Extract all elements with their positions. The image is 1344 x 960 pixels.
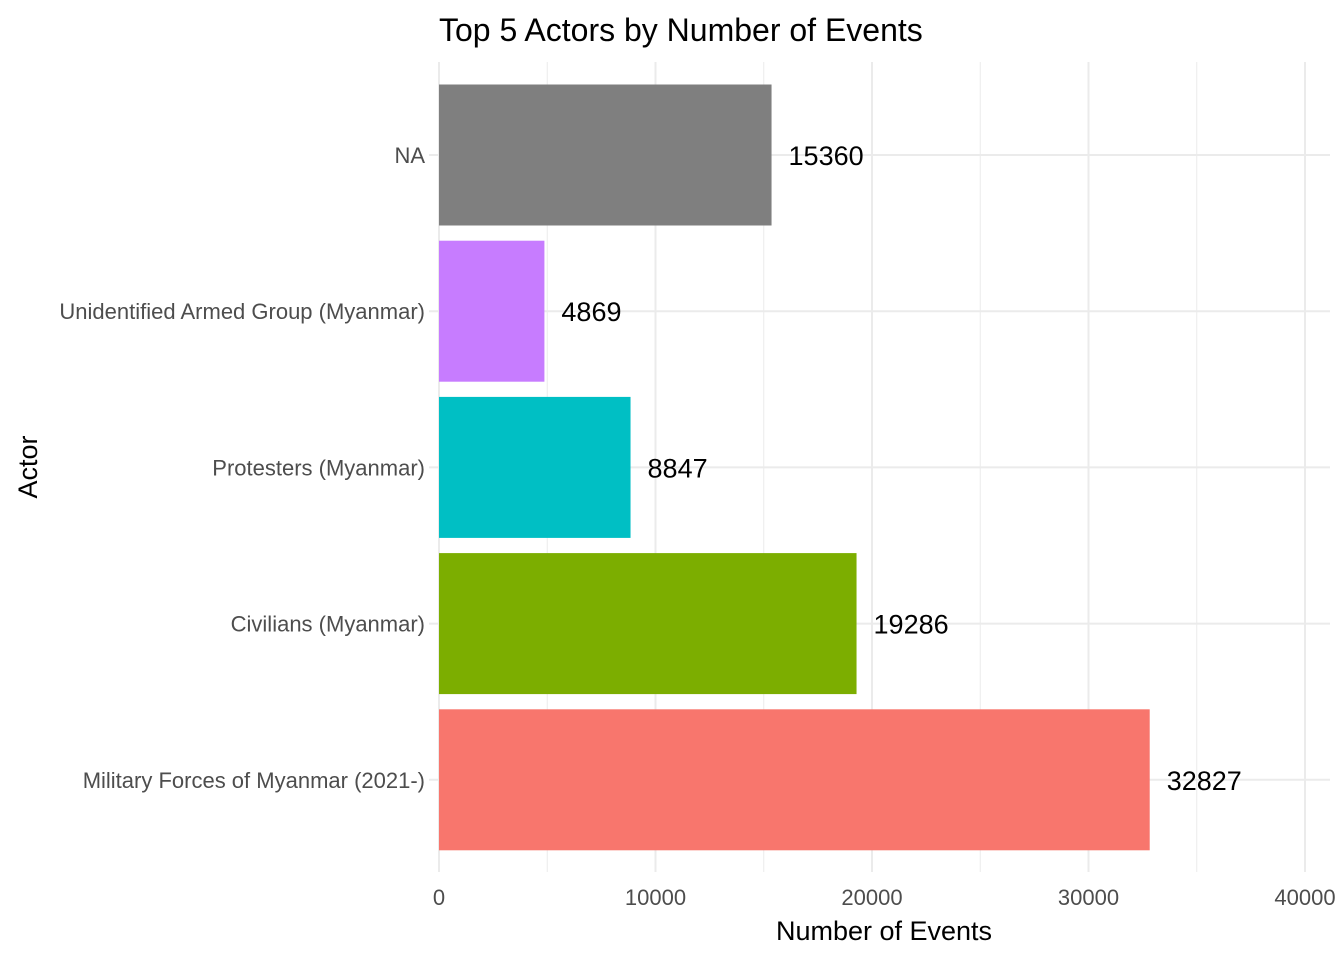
x-tick-label: 20000 bbox=[841, 885, 902, 910]
bar-value-label: 15360 bbox=[789, 141, 864, 171]
bar-value-label: 8847 bbox=[648, 453, 708, 483]
x-tick-label: 10000 bbox=[625, 885, 686, 910]
x-tick-label: 0 bbox=[433, 885, 445, 910]
x-tick-label: 40000 bbox=[1274, 885, 1335, 910]
x-tick-label: 30000 bbox=[1058, 885, 1119, 910]
bar-value-label: 19286 bbox=[874, 610, 949, 640]
bar bbox=[439, 84, 772, 226]
y-tick-label: Military Forces of Myanmar (2021-) bbox=[83, 768, 425, 793]
y-tick-label: Unidentified Armed Group (Myanmar) bbox=[59, 299, 425, 324]
x-axis-title: Number of Events bbox=[776, 916, 992, 946]
y-axis-title: Actor bbox=[13, 435, 43, 498]
y-tick-label: NA bbox=[394, 143, 425, 168]
y-tick-label: Civilians (Myanmar) bbox=[231, 612, 425, 637]
y-tick-label: Protesters (Myanmar) bbox=[212, 455, 425, 480]
bar bbox=[439, 709, 1150, 851]
bar bbox=[439, 240, 545, 382]
data-labels: 15360 4869 8847 19286 32827 bbox=[561, 141, 1241, 796]
bar bbox=[439, 553, 857, 695]
x-axis-tick-labels: 0 10000 20000 30000 40000 bbox=[433, 885, 1336, 910]
bar bbox=[439, 396, 631, 538]
chart-title: Top 5 Actors by Number of Events bbox=[439, 12, 923, 48]
bar-value-label: 32827 bbox=[1167, 766, 1242, 796]
bars bbox=[439, 84, 1150, 851]
bar-value-label: 4869 bbox=[561, 297, 621, 327]
y-axis-tick-labels: NA Unidentified Armed Group (Myanmar) Prot… bbox=[59, 143, 425, 793]
